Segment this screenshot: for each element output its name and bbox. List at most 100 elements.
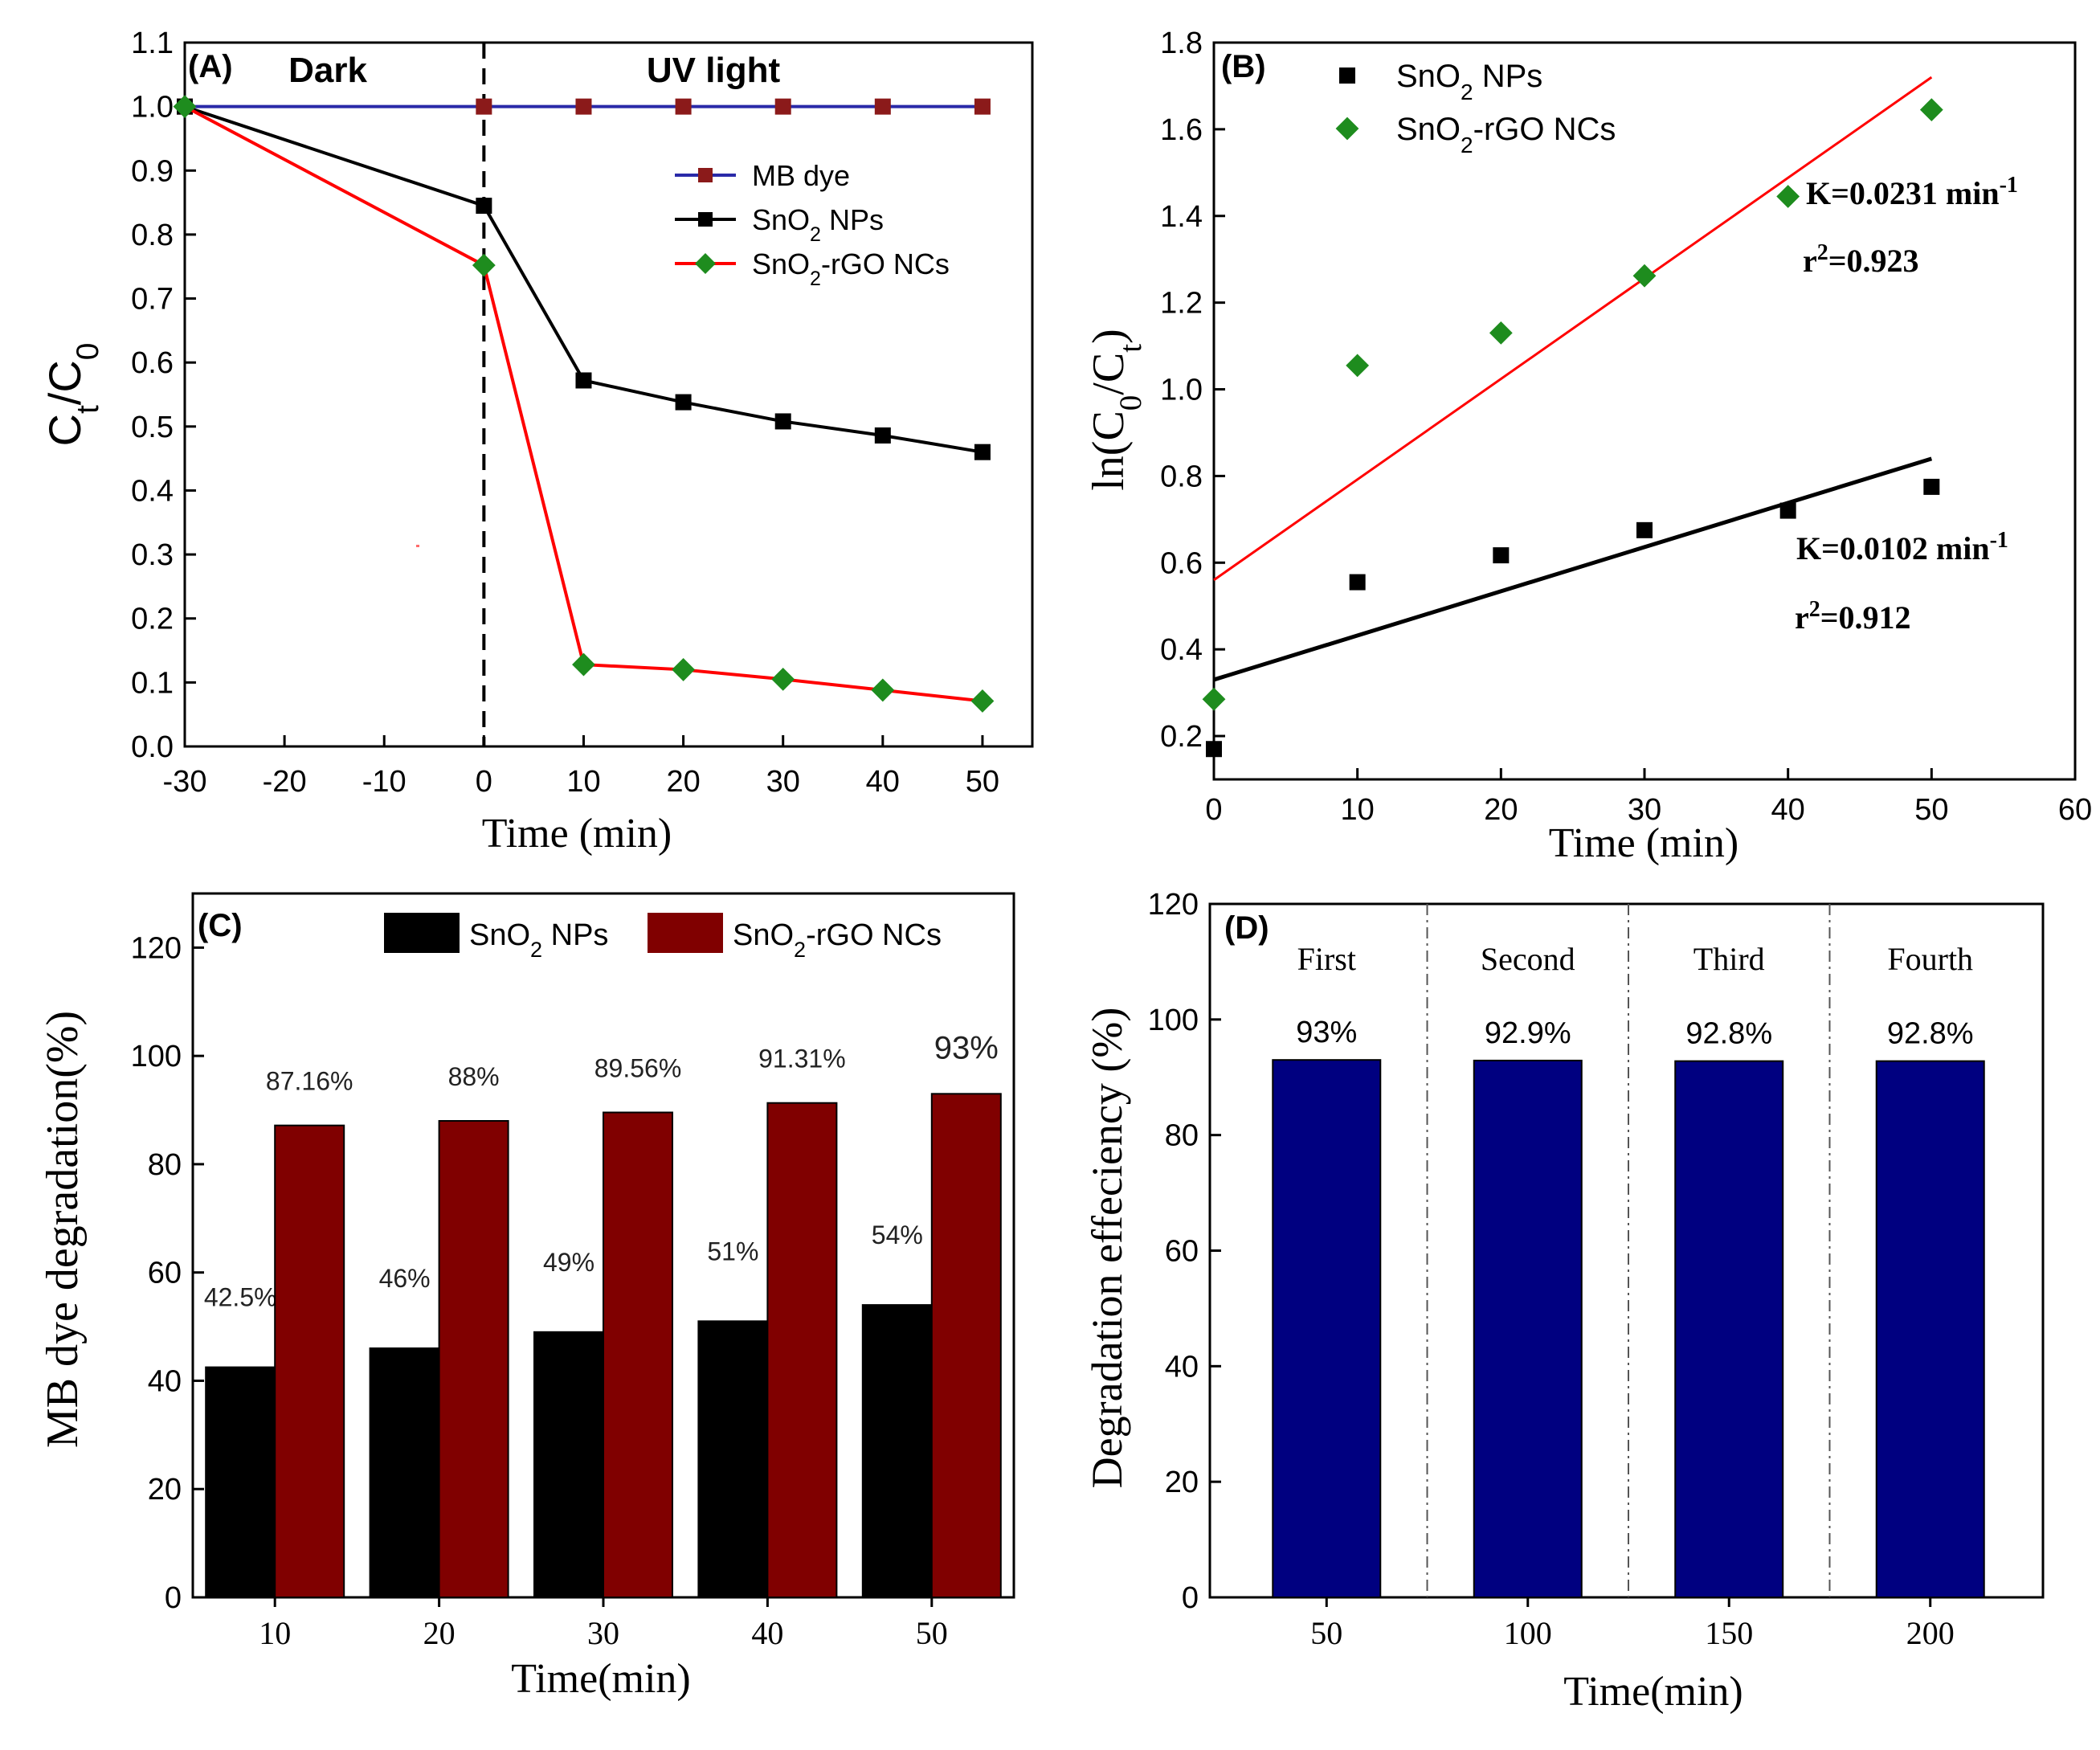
panel-b-legend-text-0-part: NPs bbox=[1473, 59, 1543, 94]
panel-b-y-tick-label: 1.4 bbox=[1160, 200, 1203, 234]
panel-b-k-rgo-part: K=0.0231 min bbox=[1806, 175, 2000, 211]
panel-c-y-tick-label: 120 bbox=[131, 931, 182, 965]
panel-d-bar bbox=[1875, 1060, 1985, 1598]
panel-b-y-tick-label: 0.6 bbox=[1160, 546, 1203, 580]
panel-a-x-tick-label: 50 bbox=[966, 765, 999, 799]
panel-b-r2-rgo: r2=0.923 bbox=[1803, 240, 1919, 280]
panel-a-legend-text-1-part: SnO bbox=[752, 203, 810, 236]
panel-c-x-tick-label: 30 bbox=[587, 1615, 619, 1651]
panel-a-point-2 bbox=[572, 652, 595, 677]
panel-c-bar-1 bbox=[438, 1120, 509, 1598]
panel-a-y-tick-label: 0.0 bbox=[131, 730, 174, 764]
panel-c-bar-1 bbox=[603, 1111, 673, 1599]
panel-a-legend-text-2-part: SnO bbox=[752, 247, 810, 280]
panel-c-value-label-0: 54% bbox=[872, 1221, 923, 1249]
panel-d-cycle-label: Third bbox=[1693, 941, 1765, 977]
panel-d-y-tick-label: 20 bbox=[1165, 1466, 1199, 1499]
panel-a-y-axis-title-part: t bbox=[71, 405, 105, 414]
panel-a-y-tick-label: 0.6 bbox=[131, 346, 174, 380]
panel-a-point-0 bbox=[974, 98, 991, 115]
panel-c-bar-1 bbox=[274, 1124, 345, 1598]
panel-b-legend-text-1: SnO2-rGO NCs bbox=[1396, 112, 1616, 157]
panel-c-value-label-0: 49% bbox=[543, 1248, 594, 1277]
panel-a-point-0 bbox=[874, 98, 891, 115]
panel-b-y-axis-title: ln(C0/Ct) bbox=[1084, 329, 1148, 490]
panel-a-legend-marker-0 bbox=[698, 168, 713, 182]
panel-d-value-label: 93% bbox=[1296, 1016, 1357, 1049]
panel-d-bar bbox=[1674, 1060, 1784, 1598]
panel-a-point-0 bbox=[575, 98, 592, 115]
panel-c-legend-swatch-1 bbox=[648, 913, 723, 953]
panel-a: 0.0 0.1 0.2 0.3 0.4 0.5 0.6 0.7 0.8 0.9 1.0 1.1 -30 -… bbox=[39, 27, 1034, 857]
panel-b-x-tick-label: 50 bbox=[1914, 793, 1948, 827]
panel-c-value-label-0: 46% bbox=[379, 1264, 431, 1293]
panel-b-label: (B) bbox=[1221, 49, 1266, 84]
panel-c-legend-text-1-part: SnO bbox=[733, 918, 794, 952]
panel-c-legend-text-1-part: -rGO NCs bbox=[806, 918, 942, 952]
panel-b-x-tick-label: 10 bbox=[1341, 793, 1375, 827]
panel-b-r2-np-part: r bbox=[1795, 599, 1809, 636]
panel-d-x-tick-label: 100 bbox=[1504, 1615, 1552, 1651]
panel-d-value-label: 92.8% bbox=[1887, 1017, 1974, 1051]
panel-b-y-axis-title-part: ) bbox=[1084, 329, 1134, 344]
panel-d-value-label: 92.8% bbox=[1685, 1017, 1772, 1051]
panel-b-point-0 bbox=[1779, 502, 1796, 519]
panel-a-legend-text-0-part: MB dye bbox=[752, 159, 850, 192]
panel-a-y-axis-title-part: /C bbox=[39, 360, 90, 405]
panel-c-bar-0 bbox=[697, 1320, 769, 1599]
panel-a-y-tick-label: 0.8 bbox=[131, 219, 174, 252]
panel-b-r2-rgo-part: =0.923 bbox=[1828, 243, 1919, 279]
panel-a-y-axis-title-part: C bbox=[39, 414, 90, 446]
panel-d-cycle-label: Second bbox=[1481, 941, 1575, 977]
panel-d-y-tick-label: 40 bbox=[1165, 1350, 1199, 1384]
panel-c-legend-text-0: SnO2 NPs bbox=[469, 918, 608, 962]
panel-a-point-2 bbox=[173, 95, 197, 119]
panel-c-legend-swatch-0 bbox=[384, 913, 460, 953]
panel-c-y-tick-label: 80 bbox=[148, 1148, 182, 1182]
panel-c-legend-text-0-part: SnO bbox=[469, 918, 530, 952]
panel-b-legend-text-1-part: SnO bbox=[1396, 112, 1461, 147]
panel-b-r2-rgo-part: r bbox=[1803, 243, 1817, 279]
panel-b-legend-text-0-part: SnO bbox=[1396, 59, 1461, 94]
panel-a-uv-label: UV light bbox=[647, 51, 781, 90]
panel-a-y-tick-label: 1.1 bbox=[131, 27, 174, 60]
panel-a-point-2 bbox=[472, 253, 496, 277]
panel-b-legend-marker-1 bbox=[1335, 117, 1359, 141]
panel-c-bar-0 bbox=[369, 1347, 440, 1598]
panel-b-k-np-part: -1 bbox=[1990, 528, 2008, 553]
panel-a-y-tick-label: 0.3 bbox=[131, 538, 174, 572]
panel-b-y-axis-title-part: ln(C bbox=[1084, 411, 1134, 491]
panel-d: 0 20 40 60 80 100 120 50 93% First 100 92.9% Second 1… bbox=[1083, 888, 2045, 1715]
panel-d-bar bbox=[1272, 1059, 1382, 1599]
panel-b-k-rgo: K=0.0231 min-1 bbox=[1806, 173, 2018, 212]
panel-b-y-tick-label: 0.8 bbox=[1160, 460, 1203, 493]
panel-a-frame bbox=[183, 41, 1034, 748]
panel-b-y-tick-label: 1.6 bbox=[1160, 113, 1203, 147]
panel-c-y-tick-label: 40 bbox=[148, 1364, 182, 1398]
panel-a-y-tick-label: 0.5 bbox=[131, 411, 174, 444]
panel-a-x-tick-label: -30 bbox=[163, 765, 207, 799]
panel-c-value-label-1: 89.56% bbox=[594, 1054, 682, 1083]
panel-d-value-label: 92.9% bbox=[1485, 1016, 1571, 1050]
panel-a-stray-mark bbox=[416, 545, 419, 547]
panel-b-point-0 bbox=[1349, 574, 1366, 591]
panel-a-point-0 bbox=[774, 98, 791, 115]
panel-a-dark-label: Dark bbox=[288, 51, 367, 90]
panel-c-bar-0 bbox=[861, 1304, 933, 1598]
panel-b-r2-np: r2=0.912 bbox=[1795, 597, 1911, 636]
panel-a-legend-marker-1 bbox=[698, 212, 713, 227]
panel-a-legend-text-2-part: -rGO NCs bbox=[821, 247, 950, 280]
panel-a-label: (A) bbox=[188, 49, 233, 84]
panel-d-x-tick-label: 200 bbox=[1906, 1615, 1955, 1651]
panel-d-x-tick-label: 50 bbox=[1310, 1615, 1342, 1651]
panel-d-y-tick-label: 60 bbox=[1165, 1235, 1199, 1269]
panel-d-x-axis-title: Time(min) bbox=[1563, 1669, 1743, 1715]
panel-a-legend-text-1: SnO2 NPs bbox=[752, 203, 884, 246]
panel-a-point-1 bbox=[675, 394, 692, 411]
panel-a-y-tick-label: 0.4 bbox=[131, 474, 174, 508]
panel-a-x-tick-label: 10 bbox=[566, 765, 600, 799]
panel-a-legend-text-2: SnO2-rGO NCs bbox=[752, 247, 950, 290]
panel-a-x-tick-label: 0 bbox=[476, 765, 492, 799]
panel-a-legend-marker-2 bbox=[695, 253, 716, 274]
